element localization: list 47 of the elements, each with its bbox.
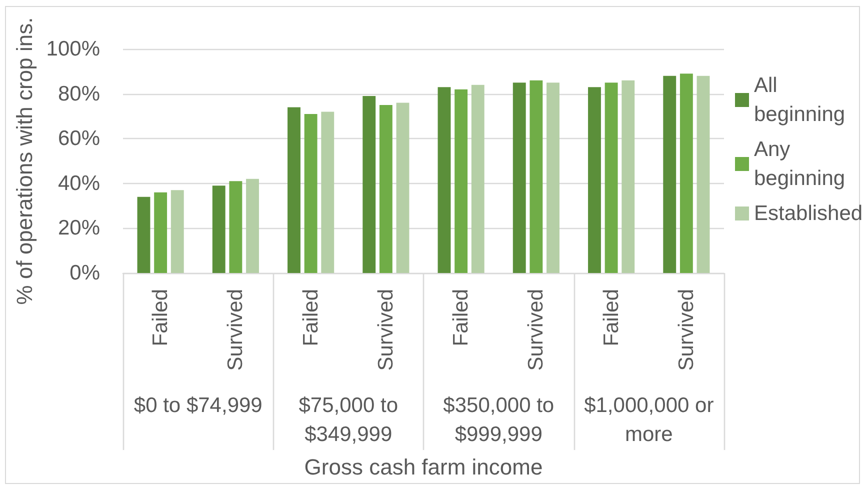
- x-tick-label: Survived: [374, 289, 398, 371]
- x-tick-label: Failed: [450, 289, 473, 346]
- bar: [454, 89, 468, 273]
- bar: [696, 76, 710, 273]
- y-tick-label: 80%: [58, 82, 100, 106]
- text: $350,000 to $999,999: [443, 394, 554, 446]
- x-axis-title: Gross cash farm income: [304, 454, 543, 480]
- bar: [379, 105, 392, 273]
- bar: [471, 84, 484, 273]
- text: $0 to $74,999: [134, 394, 262, 417]
- bar: [229, 181, 242, 273]
- bar: [530, 80, 543, 273]
- bar: [304, 114, 318, 273]
- bar: [212, 186, 226, 273]
- bar: [588, 87, 601, 273]
- bar: [170, 190, 184, 273]
- bar: [438, 87, 451, 273]
- bar: [622, 80, 635, 273]
- y-tick-label: 20%: [58, 216, 100, 240]
- bar: [362, 96, 376, 273]
- x-tick-label: Survived: [524, 289, 548, 371]
- legend-label: Any beginning: [754, 138, 846, 190]
- x-tick-label: Failed: [299, 289, 322, 346]
- x-tick-label: Survived: [674, 289, 698, 371]
- bar: [546, 82, 560, 273]
- bar: [246, 178, 259, 273]
- bar: [154, 192, 168, 273]
- x-tick-label: Failed: [600, 289, 623, 346]
- bar: [663, 76, 676, 273]
- text: $1,000,000 or more: [584, 394, 714, 446]
- y-axis-title: % of operations with crop ins.: [12, 17, 37, 305]
- x-tick-label: Failed: [149, 289, 172, 346]
- y-tick-label: 0%: [70, 262, 100, 284]
- y-tick-label: 100%: [46, 38, 100, 60]
- bar: [396, 102, 410, 273]
- text: $75,000 to $349,999: [298, 394, 398, 446]
- y-tick-label: 60%: [58, 127, 100, 150]
- legend-label: Established: [754, 202, 863, 225]
- legend-label: All beginning: [754, 74, 846, 126]
- bar: [288, 107, 300, 273]
- bar: [604, 82, 618, 273]
- y-tick-label: 40%: [58, 172, 100, 195]
- bar: [680, 74, 693, 273]
- bar: [512, 82, 526, 273]
- bar: [137, 196, 150, 273]
- x-tick-label: Survived: [224, 289, 248, 371]
- bar: [321, 112, 334, 273]
